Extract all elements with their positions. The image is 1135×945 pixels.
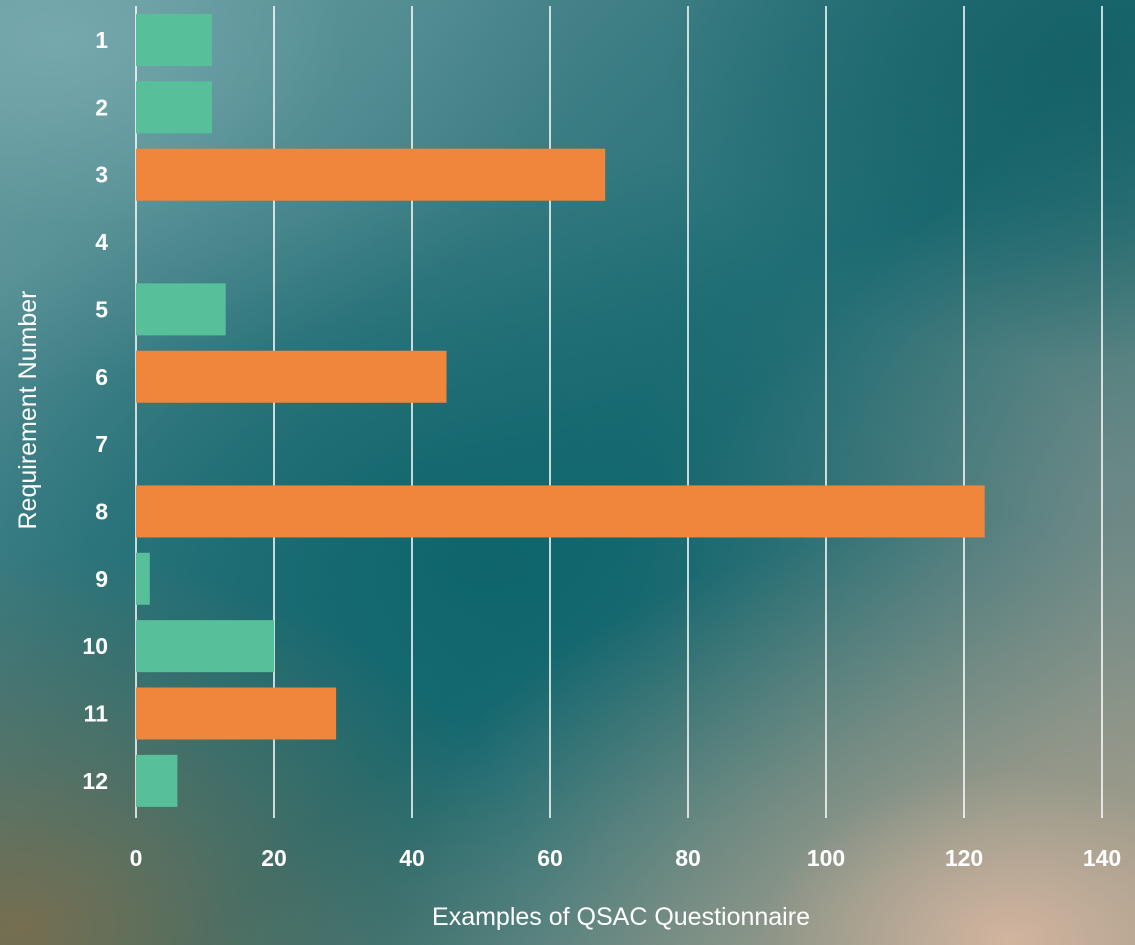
y-category-label: 2 [95, 94, 108, 120]
gridlines [135, 6, 1103, 818]
x-tick-label: 80 [675, 845, 701, 871]
x-tick-label: 100 [807, 845, 845, 871]
bar-requirement-11 [136, 687, 337, 740]
y-axis-title: Requirement Number [14, 291, 42, 530]
bar-requirement-1 [136, 14, 212, 66]
x-axis-tick-labels: 0 20 40 60 80 100 120 140 [130, 845, 1122, 871]
x-tick-label: 0 [130, 845, 143, 871]
y-category-label: 9 [95, 566, 108, 592]
y-category-label: 1 [95, 27, 108, 53]
y-category-label: 5 [95, 296, 108, 322]
bar-requirement-5 [136, 283, 226, 336]
y-category-label: 3 [95, 162, 108, 188]
bar-requirement-9 [136, 552, 150, 605]
y-category-label: 8 [95, 498, 108, 524]
y-category-label: 10 [82, 633, 108, 659]
y-category-label: 7 [95, 431, 108, 457]
y-category-label: 4 [95, 229, 108, 255]
x-tick-label: 140 [1083, 845, 1121, 871]
bar-requirement-2 [136, 81, 212, 134]
bar-requirement-10 [136, 620, 274, 673]
y-category-label: 12 [82, 768, 108, 794]
bars [136, 14, 985, 807]
x-tick-label: 20 [261, 845, 287, 871]
bar-requirement-8 [136, 485, 985, 538]
y-category-label: 11 [84, 701, 109, 727]
x-axis-title: Examples of QSAC Questionnaire [432, 903, 810, 931]
x-tick-label: 40 [399, 845, 425, 871]
y-category-label: 6 [95, 364, 108, 390]
bar-requirement-6 [136, 350, 447, 403]
x-tick-label: 120 [945, 845, 983, 871]
bar-requirement-12 [136, 754, 178, 807]
bar-requirement-3 [136, 148, 606, 201]
x-tick-label: 60 [537, 845, 563, 871]
